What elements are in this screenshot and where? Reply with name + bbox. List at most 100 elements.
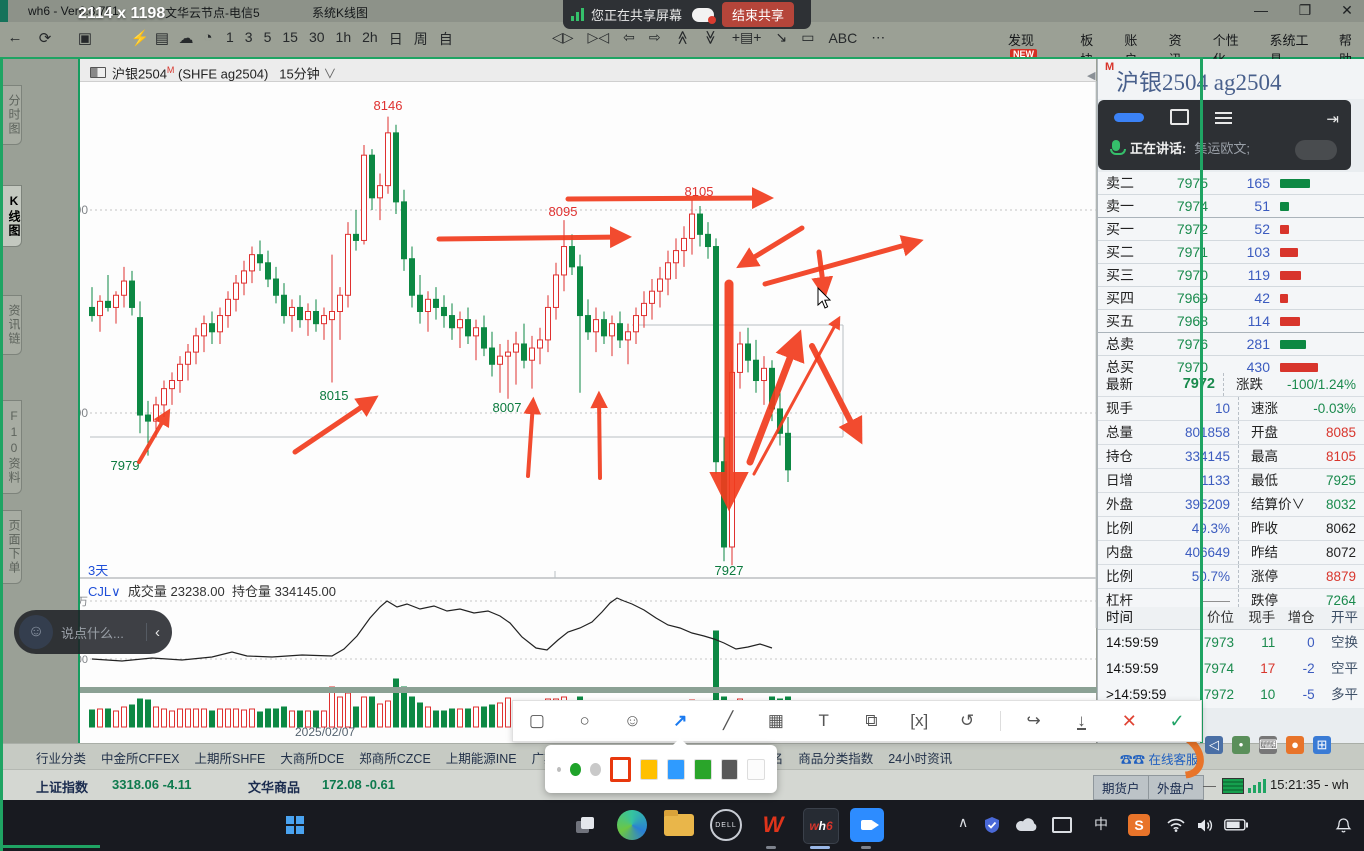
color-swatch-0[interactable]: [609, 756, 632, 782]
toolbar-right-icon-9[interactable]: ABC: [828, 29, 858, 46]
nav-item-24小时资讯[interactable]: 24小时资讯: [888, 752, 953, 766]
menu-icon[interactable]: [1215, 111, 1232, 114]
sidebar-tab-F10资料[interactable]: F10资料: [2, 400, 22, 494]
index1-name[interactable]: 上证指数: [36, 780, 89, 795]
toolbar-right-icon-3[interactable]: ⇨: [648, 29, 661, 45]
period-button-日[interactable]: 日: [388, 31, 403, 47]
file-explorer-icon[interactable]: [662, 808, 696, 842]
notification-bell-icon[interactable]: [1330, 808, 1356, 842]
battery-icon[interactable]: [1221, 808, 1251, 842]
side-panel-icon[interactable]: ⇥: [1326, 111, 1339, 128]
window-icon[interactable]: [1170, 109, 1189, 125]
circle-tool[interactable]: ○: [570, 711, 600, 731]
ladder-row-买五[interactable]: 买五 7968 114: [1098, 310, 1364, 333]
toolbar-icon-2[interactable]: ▣: [77, 30, 93, 47]
ime-indicator[interactable]: 中: [1094, 816, 1108, 832]
candlestick-chart[interactable]: 8100 8000 15万 77000 8146 8105 8095 8015 8007 7979…: [80, 81, 1098, 743]
chart-period-selector[interactable]: 15分钟: [279, 66, 320, 82]
panel-collapse-icon[interactable]: ◀: [1087, 70, 1096, 82]
ladder-row-买四[interactable]: 买四 7969 42: [1098, 287, 1364, 310]
task-view-button[interactable]: [568, 808, 602, 842]
dell-app-icon[interactable]: DELL: [709, 808, 743, 842]
line-tool[interactable]: ╱: [713, 711, 743, 731]
color-swatch-2[interactable]: [667, 758, 685, 780]
maximize-button[interactable]: ❐: [1298, 2, 1312, 18]
toolbar-right-icon-1[interactable]: ▷◁: [587, 29, 610, 45]
toolbar-icon-chevdn[interactable]: ≫: [703, 30, 720, 45]
period-button-1[interactable]: 1: [226, 29, 234, 45]
period-button-2h[interactable]: 2h: [362, 29, 378, 45]
rect-tool[interactable]: ▢: [522, 711, 552, 731]
toolbar-right-icon-7[interactable]: ↘: [775, 29, 788, 45]
nav-item-郑商所CZCE[interactable]: 郑商所CZCE: [359, 752, 431, 766]
emoji-tool[interactable]: ☺: [617, 711, 647, 731]
ladder-row-买一[interactable]: 买一 7972 52: [1098, 218, 1364, 241]
index2-name[interactable]: 文华商品: [248, 780, 301, 795]
ladder-row-卖一[interactable]: 卖一 7974 51: [1098, 195, 1364, 218]
toolbar-right-icon-0[interactable]: ◁▷: [552, 29, 574, 45]
wps-icon[interactable]: W: [762, 812, 784, 837]
futures-account-button[interactable]: 期货户: [1093, 775, 1149, 800]
toolbar-right-icon-2[interactable]: ⇦: [623, 29, 635, 45]
end-share-button[interactable]: 结束共享: [722, 2, 795, 27]
sidebar-tab-页面下单[interactable]: 页面下单: [2, 510, 22, 584]
ladder-row-卖二[interactable]: 卖二 7975 165: [1098, 172, 1364, 195]
cancel-tool[interactable]: ✕: [1114, 711, 1144, 732]
toolbar-right-icon-6[interactable]: +▤+: [731, 29, 762, 45]
wh6-app-icon[interactable]: wh6: [803, 808, 839, 844]
chat-collapse-button[interactable]: ‹: [155, 623, 160, 641]
toolbar-icon-chevup[interactable]: ≫: [673, 30, 690, 45]
minimize-button[interactable]: —: [1254, 2, 1268, 18]
nav-item-上期所SHFE[interactable]: 上期所SHFE: [194, 752, 266, 766]
speaker-icon[interactable]: [1192, 808, 1218, 842]
foreign-account-button[interactable]: 外盘户: [1148, 775, 1204, 800]
close-button[interactable]: ✕: [1341, 2, 1353, 18]
cloud-sync-icon[interactable]: [1015, 808, 1039, 842]
period-button-周[interactable]: 周: [413, 31, 428, 47]
tray-chevron-icon[interactable]: ∧: [958, 814, 969, 830]
toolbar-icon-0[interactable]: ←: [7, 29, 23, 46]
sidebar-tab-分时图[interactable]: 分时图: [2, 85, 22, 145]
period-button-3[interactable]: 3: [244, 29, 253, 45]
toolbar-icon-6[interactable]: ◔: [203, 29, 213, 46]
minimize-pill-icon[interactable]: [1114, 112, 1144, 122]
ladder-row-买三[interactable]: 买三 7970 119: [1098, 264, 1364, 287]
text-tool[interactable]: T: [809, 711, 839, 731]
sogou-icon[interactable]: S: [1126, 808, 1152, 842]
ocr-tool[interactable]: [x]: [904, 711, 934, 731]
microphone-icon[interactable]: [1110, 139, 1122, 156]
ladder-row-买二[interactable]: 买二 7971 103: [1098, 241, 1364, 264]
nav-item-上期能源INE[interactable]: 上期能源INE: [445, 752, 517, 766]
nav-item-商品分类指数[interactable]: 商品分类指数: [798, 752, 874, 766]
period-button-5[interactable]: 5: [263, 29, 272, 45]
period-button-1h[interactable]: 1h: [335, 29, 352, 45]
color-swatch-1[interactable]: [640, 758, 659, 780]
menu-system-chart[interactable]: 系统K线图: [312, 6, 369, 20]
toolbar-icon-4[interactable]: ▤: [154, 30, 170, 47]
toolbar-right-icon-10[interactable]: ⋯: [871, 29, 886, 45]
wifi-icon[interactable]: [1163, 808, 1189, 842]
range-label[interactable]: 3天: [88, 563, 109, 578]
period-button-15[interactable]: 15: [282, 29, 298, 45]
chat-input[interactable]: 说点什么...: [61, 625, 124, 641]
period-button-自[interactable]: 自: [438, 31, 453, 47]
menu-cloud-node[interactable]: 文华云节点-电信5: [165, 6, 260, 20]
save-tool[interactable]: ↓: [1066, 711, 1096, 731]
toolbar-icon-3[interactable]: ⚡: [130, 30, 150, 47]
chevron-down-icon[interactable]: ∨: [323, 66, 337, 82]
toolbar-icon-5[interactable]: ☁: [178, 30, 194, 47]
arrow-tool[interactable]: ↗: [665, 711, 695, 731]
sidebar-tab-K线图[interactable]: K线图: [2, 185, 22, 247]
menu-发现[interactable]: 发现NEW: [1008, 30, 1061, 68]
size-dot-0[interactable]: [557, 766, 562, 772]
edge-icon[interactable]: [615, 808, 649, 842]
color-swatch-5[interactable]: [747, 758, 765, 780]
ladder-row-总卖[interactable]: 总卖 7976 281: [1098, 333, 1364, 356]
mosaic-tool[interactable]: ▦: [761, 711, 791, 731]
period-button-30[interactable]: 30: [308, 29, 325, 45]
cjl-selector[interactable]: CJL∨: [88, 584, 121, 599]
size-dot-1[interactable]: [570, 762, 581, 776]
undo-tool[interactable]: ↺: [952, 711, 982, 731]
size-dot-2[interactable]: [589, 762, 601, 776]
confirm-tool[interactable]: ✓: [1162, 711, 1192, 732]
